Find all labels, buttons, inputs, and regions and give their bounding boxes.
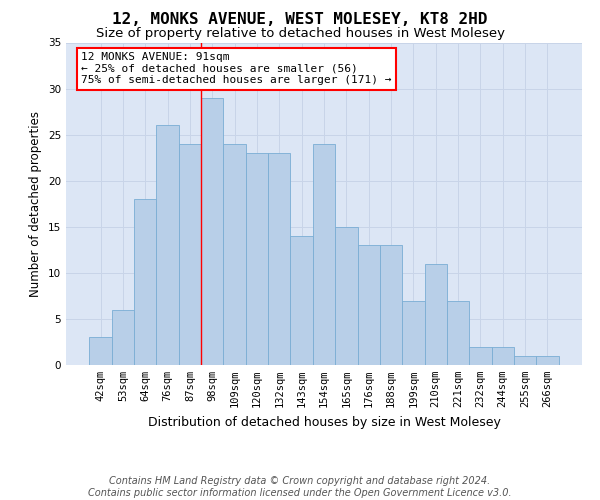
- Bar: [469, 346, 491, 365]
- Bar: [89, 338, 112, 365]
- Bar: [447, 300, 469, 365]
- Text: 12 MONKS AVENUE: 91sqm
← 25% of detached houses are smaller (56)
75% of semi-det: 12 MONKS AVENUE: 91sqm ← 25% of detached…: [82, 52, 392, 86]
- Bar: [514, 356, 536, 365]
- Bar: [402, 300, 425, 365]
- Bar: [223, 144, 246, 365]
- Bar: [112, 310, 134, 365]
- Y-axis label: Number of detached properties: Number of detached properties: [29, 111, 43, 296]
- Bar: [491, 346, 514, 365]
- Bar: [380, 245, 402, 365]
- Bar: [246, 153, 268, 365]
- Bar: [268, 153, 290, 365]
- Bar: [358, 245, 380, 365]
- Text: Size of property relative to detached houses in West Molesey: Size of property relative to detached ho…: [95, 28, 505, 40]
- Bar: [179, 144, 201, 365]
- Bar: [425, 264, 447, 365]
- Text: Contains HM Land Registry data © Crown copyright and database right 2024.
Contai: Contains HM Land Registry data © Crown c…: [88, 476, 512, 498]
- Bar: [335, 227, 358, 365]
- Text: 12, MONKS AVENUE, WEST MOLESEY, KT8 2HD: 12, MONKS AVENUE, WEST MOLESEY, KT8 2HD: [112, 12, 488, 28]
- X-axis label: Distribution of detached houses by size in West Molesey: Distribution of detached houses by size …: [148, 416, 500, 428]
- Bar: [201, 98, 223, 365]
- Bar: [536, 356, 559, 365]
- Bar: [157, 126, 179, 365]
- Bar: [313, 144, 335, 365]
- Bar: [290, 236, 313, 365]
- Bar: [134, 199, 157, 365]
